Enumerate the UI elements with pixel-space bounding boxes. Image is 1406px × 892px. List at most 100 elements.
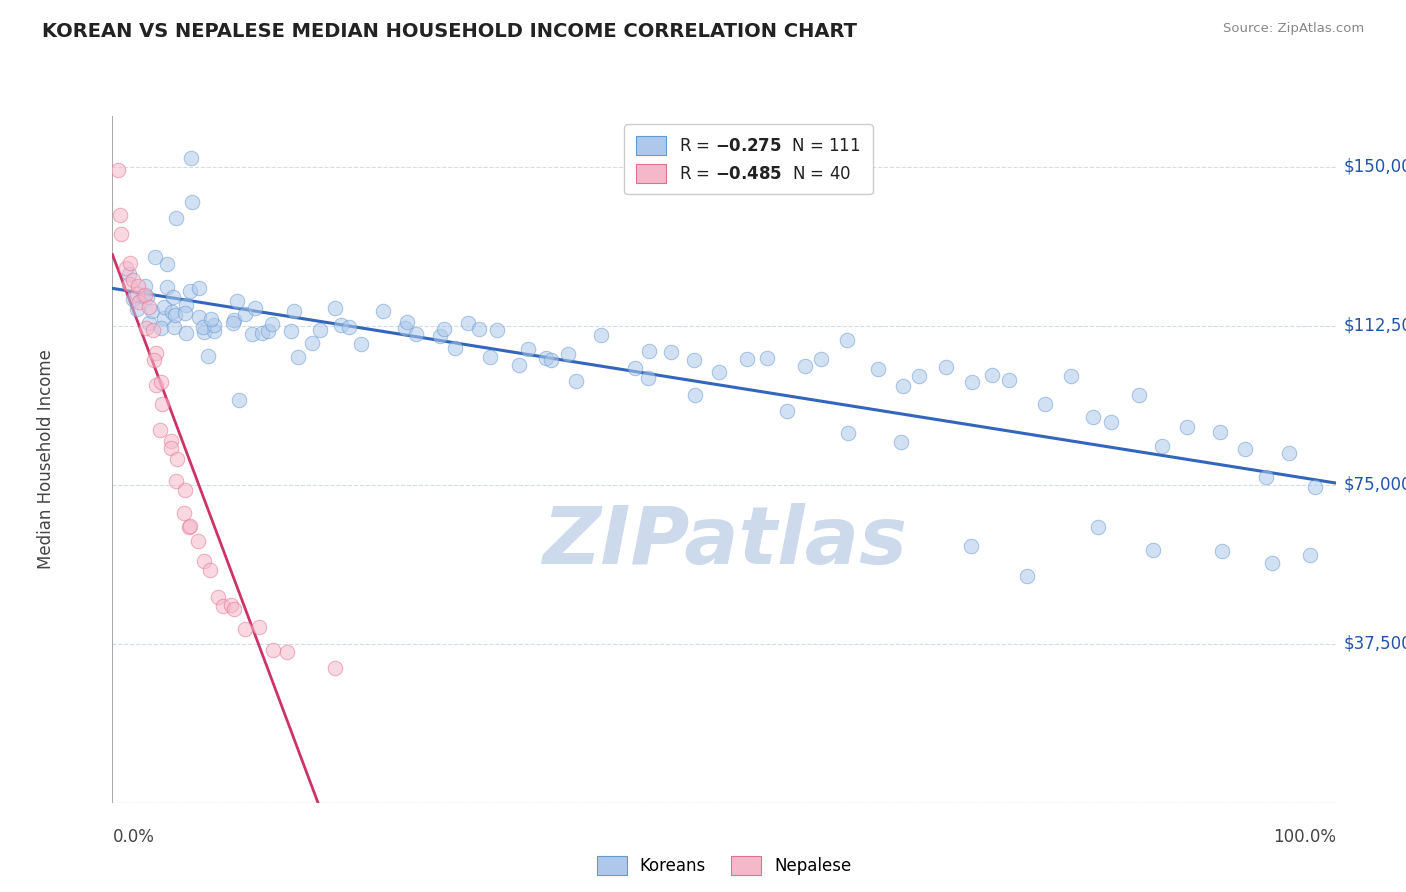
Point: [394, 321, 416, 335]
Point: [301, 335, 323, 350]
Point: [685, 388, 707, 402]
Point: [163, 319, 186, 334]
Point: [433, 322, 456, 336]
Point: [138, 300, 160, 314]
Point: [1211, 543, 1233, 558]
Text: $112,500: $112,500: [1344, 317, 1406, 334]
Point: [280, 324, 302, 338]
Text: $75,000: $75,000: [1344, 475, 1406, 494]
Point: [122, 293, 145, 307]
Point: [207, 590, 229, 604]
Point: [866, 362, 889, 376]
Point: [128, 295, 150, 310]
Point: [1087, 520, 1109, 534]
Point: [682, 353, 704, 368]
Point: [187, 534, 209, 549]
Point: [1099, 415, 1122, 429]
Point: [222, 316, 245, 330]
Point: [153, 300, 176, 314]
Point: [145, 378, 167, 392]
Point: [107, 162, 129, 177]
Point: [1128, 388, 1150, 402]
Point: [180, 194, 202, 209]
Point: [222, 602, 245, 616]
Point: [1303, 480, 1326, 494]
Point: [219, 599, 242, 613]
Point: [429, 329, 451, 343]
Point: [457, 316, 479, 330]
Point: [162, 305, 184, 319]
Point: [810, 351, 832, 366]
Point: [141, 304, 163, 318]
Point: [138, 317, 160, 331]
Point: [283, 303, 305, 318]
Point: [287, 350, 309, 364]
Point: [222, 312, 245, 326]
Point: [1254, 470, 1277, 484]
Point: [135, 321, 157, 335]
Point: [166, 211, 188, 225]
Point: [396, 315, 419, 329]
Point: [776, 403, 799, 417]
Point: [707, 365, 730, 379]
Point: [889, 434, 911, 449]
Point: [193, 554, 215, 568]
Point: [198, 563, 221, 577]
Point: [323, 661, 346, 675]
Text: KOREAN VS NEPALESE MEDIAN HOUSEHOLD INCOME CORRELATION CHART: KOREAN VS NEPALESE MEDIAN HOUSEHOLD INCO…: [42, 22, 858, 41]
Point: [349, 337, 371, 351]
Point: [127, 287, 149, 301]
Point: [637, 371, 659, 385]
Point: [756, 351, 779, 366]
Point: [110, 208, 132, 222]
Point: [262, 642, 284, 657]
Point: [485, 323, 508, 337]
Point: [1033, 397, 1056, 411]
Point: [149, 321, 172, 335]
Point: [200, 312, 222, 326]
Point: [623, 360, 645, 375]
Point: [405, 326, 427, 341]
Text: $37,500: $37,500: [1344, 635, 1406, 653]
Point: [149, 375, 172, 389]
Point: [557, 347, 579, 361]
Point: [835, 334, 858, 348]
Point: [960, 539, 983, 553]
Point: [211, 599, 233, 614]
Point: [160, 441, 183, 455]
Point: [134, 288, 156, 302]
Point: [135, 290, 157, 304]
Point: [226, 294, 249, 309]
Point: [150, 397, 173, 411]
Point: [165, 474, 187, 488]
Text: 100.0%: 100.0%: [1272, 828, 1336, 846]
Point: [240, 326, 263, 341]
Text: Median Household Income: Median Household Income: [37, 350, 55, 569]
Point: [591, 327, 613, 342]
Point: [228, 393, 250, 408]
Point: [127, 302, 149, 317]
Point: [233, 307, 256, 321]
Point: [245, 301, 267, 315]
Point: [247, 620, 270, 634]
Point: [127, 278, 149, 293]
Point: [1142, 543, 1164, 558]
Point: [233, 622, 256, 636]
Point: [962, 375, 984, 389]
Point: [1081, 410, 1104, 425]
Point: [162, 290, 184, 304]
Point: [564, 374, 586, 388]
Point: [132, 289, 155, 303]
Point: [1177, 420, 1199, 434]
Point: [122, 273, 145, 287]
Point: [330, 318, 353, 332]
Point: [981, 368, 1004, 383]
Point: [179, 520, 201, 534]
Point: [308, 323, 330, 337]
Point: [156, 257, 179, 271]
Point: [174, 483, 197, 498]
Point: [149, 424, 172, 438]
Point: [891, 378, 914, 392]
Point: [793, 359, 815, 374]
Point: [1209, 425, 1232, 440]
